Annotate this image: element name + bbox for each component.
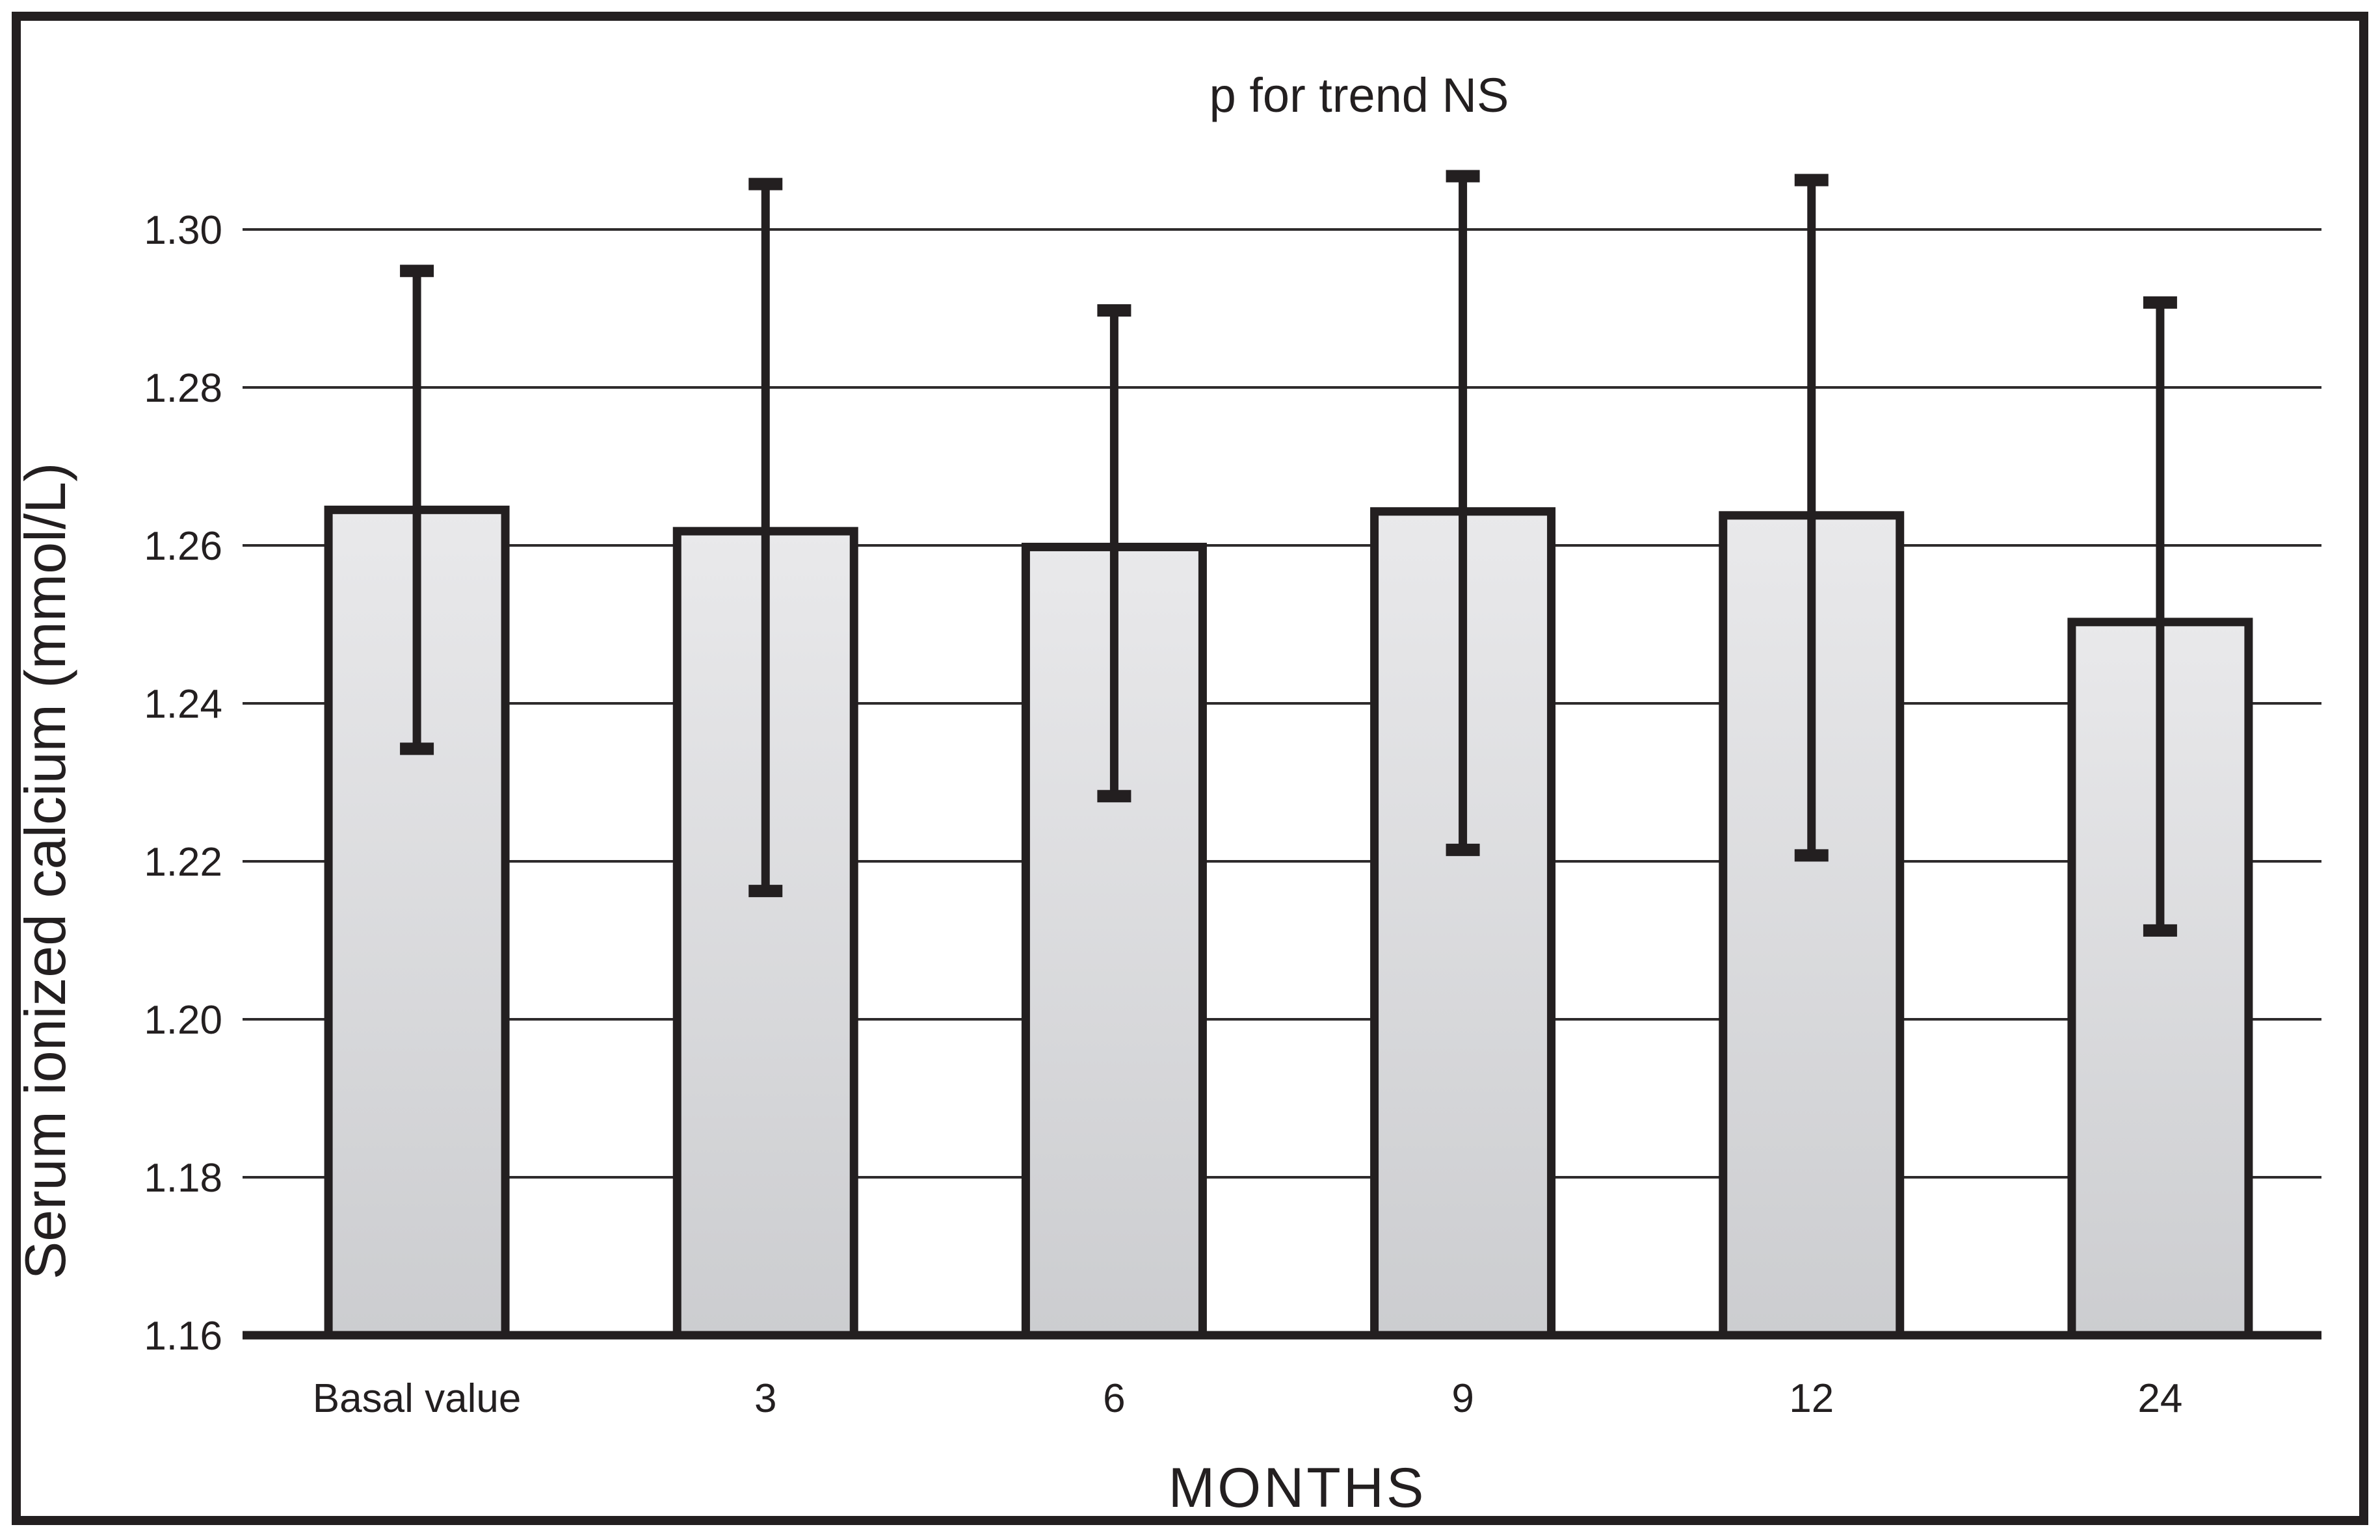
x-tick-label: 6: [1103, 1376, 1125, 1421]
y-tick-label: 1.24: [144, 682, 222, 727]
gridlines: [243, 228, 2321, 1179]
bars: [324, 505, 2253, 1340]
x-tick-label: 12: [1789, 1376, 1834, 1421]
error-bars: [400, 170, 2177, 937]
chart-title: p for trend NS: [1210, 68, 1509, 122]
y-tick-label: 1.22: [144, 840, 222, 885]
x-axis-title: MONTHS: [1169, 1457, 1427, 1519]
y-tick-label: 1.28: [144, 366, 222, 411]
y-tick-label: 1.30: [144, 208, 222, 253]
x-tick-labels: Basal value 3 6 9 12 24: [313, 1376, 2183, 1421]
x-tick-label: 24: [2137, 1376, 2182, 1421]
y-axis-title: Serum ionized calcium (mmol/L): [13, 463, 77, 1280]
y-tick-label: 1.18: [144, 1156, 222, 1201]
y-tick-label: 1.20: [144, 998, 222, 1043]
bar: [1370, 507, 1556, 1340]
x-tick-label: 3: [754, 1376, 776, 1421]
figure-frame: [12, 12, 2368, 1525]
y-tick-label: 1.16: [144, 1314, 222, 1359]
x-tick-label: 9: [1451, 1376, 1474, 1421]
y-tick-labels: 1.30 1.28 1.26 1.24 1.22 1.20 1.18 1.16: [144, 208, 222, 1359]
x-tick-label: Basal value: [313, 1376, 522, 1421]
y-tick-label: 1.26: [144, 524, 222, 569]
